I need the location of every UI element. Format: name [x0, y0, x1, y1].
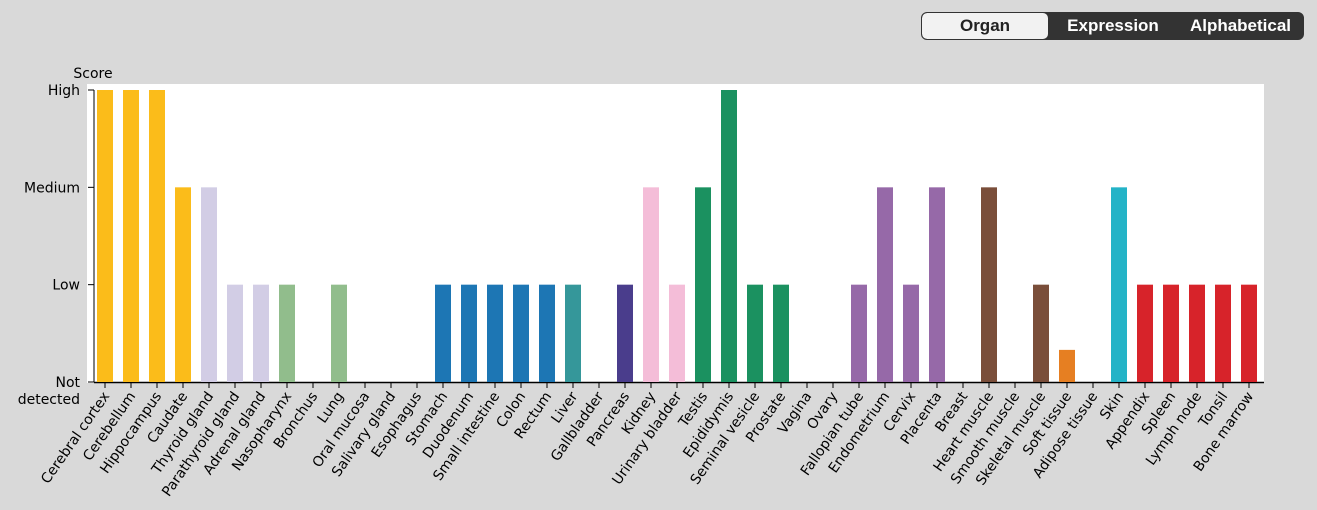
bar-skin[interactable]	[1111, 187, 1127, 382]
bar-liver[interactable]	[565, 284, 581, 382]
bar-tonsil[interactable]	[1215, 284, 1231, 382]
bar-epididymis[interactable]	[721, 90, 737, 382]
bar-urinary-bladder[interactable]	[669, 284, 685, 382]
bar-pancreas[interactable]	[617, 284, 633, 382]
y-tick-label: Medium	[24, 180, 80, 196]
sort-organ-button[interactable]: Organ	[922, 13, 1048, 39]
y-tick-label: Not detected	[18, 375, 81, 408]
y-tick-label: Low	[52, 278, 80, 294]
bar-cerebral-cortex[interactable]	[97, 90, 113, 382]
sort-toggle: Organ Expression Alphabetical	[921, 12, 1304, 40]
bar-adrenal-gland[interactable]	[253, 284, 269, 382]
bar-thyroid-gland[interactable]	[201, 187, 217, 382]
sort-alphabetical-button[interactable]: Alphabetical	[1189, 16, 1292, 35]
sort-expression-button[interactable]: Expression	[1067, 16, 1159, 35]
bar-bone-marrow[interactable]	[1241, 284, 1257, 382]
bar-spleen[interactable]	[1163, 284, 1179, 382]
bar-skeletal-muscle[interactable]	[1033, 284, 1049, 382]
bar-duodenum[interactable]	[461, 284, 477, 382]
bar-appendix[interactable]	[1137, 284, 1153, 382]
bar-parathyroid-gland[interactable]	[227, 284, 243, 382]
bar-seminal-vesicle[interactable]	[747, 284, 763, 382]
bar-caudate[interactable]	[175, 187, 191, 382]
y-tick-label: High	[48, 83, 80, 99]
bar-colon[interactable]	[513, 284, 529, 382]
bar-soft-tissue[interactable]	[1059, 349, 1075, 382]
bar-stomach[interactable]	[435, 284, 451, 382]
bar-nasopharynx[interactable]	[279, 284, 295, 382]
bar-lymph-node[interactable]	[1189, 284, 1205, 382]
bar-heart-muscle[interactable]	[981, 187, 997, 382]
bar-prostate[interactable]	[773, 284, 789, 382]
bar-rectum[interactable]	[539, 284, 555, 382]
bar-small-intestine[interactable]	[487, 284, 503, 382]
bar-cervix[interactable]	[903, 284, 919, 382]
bar-fallopian-tube[interactable]	[851, 284, 867, 382]
bar-endometrium[interactable]	[877, 187, 893, 382]
y-axis-title: Score	[73, 66, 112, 82]
bar-kidney[interactable]	[643, 187, 659, 382]
bar-cerebellum[interactable]	[123, 90, 139, 382]
bar-testis[interactable]	[695, 187, 711, 382]
bar-placenta[interactable]	[929, 187, 945, 382]
bar-hippocampus[interactable]	[149, 90, 165, 382]
bar-lung[interactable]	[331, 284, 347, 382]
